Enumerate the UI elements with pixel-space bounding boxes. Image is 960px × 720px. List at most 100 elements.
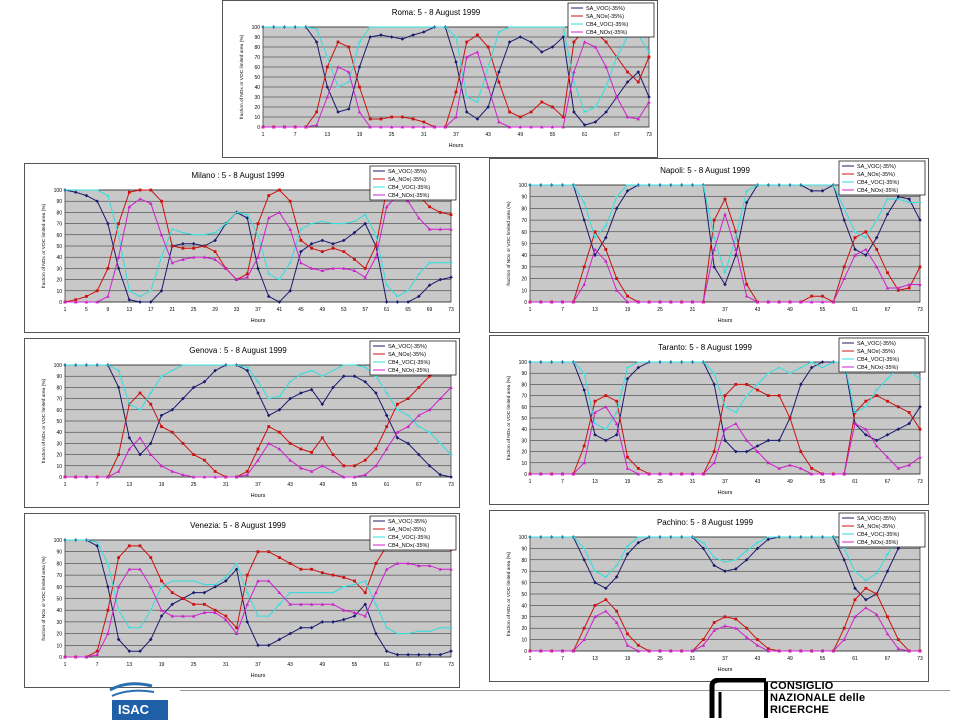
data-point — [379, 125, 383, 129]
chart-title: Taranto: 5 - 8 August 1999 — [658, 343, 752, 352]
data-point — [224, 617, 228, 621]
x-tick-label: 19 — [159, 482, 165, 488]
data-point — [374, 590, 378, 595]
data-point — [271, 125, 276, 129]
data-point — [256, 447, 260, 451]
x-tick-label: 1 — [64, 307, 67, 313]
data-point — [299, 261, 303, 265]
y-tick-label: 40 — [254, 85, 260, 91]
x-tick-label: 49 — [787, 307, 793, 313]
data-point — [432, 125, 437, 129]
data-point — [626, 294, 629, 298]
data-point — [400, 37, 405, 41]
y-tick-label: 90 — [56, 374, 62, 380]
data-point — [701, 643, 706, 647]
x-tick-label: 61 — [852, 479, 858, 485]
data-point — [896, 427, 901, 431]
data-point — [744, 200, 749, 205]
y-tick-label: 0 — [59, 475, 62, 481]
data-point — [148, 300, 153, 304]
data-point — [85, 295, 88, 298]
data-point — [116, 266, 121, 271]
data-point — [202, 244, 206, 248]
chart-title: Napoli: 5 - 8 August 1999 — [660, 166, 750, 175]
legend-box — [838, 160, 926, 196]
y-tick-label: 60 — [56, 233, 62, 239]
data-point — [374, 464, 378, 468]
data-point — [582, 461, 586, 465]
y-tick-label: 10 — [521, 638, 527, 644]
data-point — [449, 649, 453, 653]
y-tick-label: 0 — [524, 300, 527, 306]
data-point — [636, 300, 641, 304]
data-point — [181, 472, 185, 477]
data-point — [572, 110, 576, 114]
data-point — [723, 624, 727, 628]
data-point — [138, 436, 142, 440]
x-tick-label: 9 — [106, 307, 109, 313]
data-point — [788, 416, 792, 420]
data-point — [539, 649, 543, 653]
x-tick-label: 67 — [885, 479, 891, 485]
data-point — [766, 537, 771, 542]
data-point — [127, 447, 132, 451]
data-point — [842, 276, 846, 280]
data-point — [454, 90, 458, 94]
data-point — [636, 117, 641, 121]
data-point — [73, 300, 78, 304]
data-point — [529, 125, 533, 129]
x-tick-label: 7 — [96, 662, 99, 668]
y-tick-label: 100 — [54, 538, 63, 544]
chart-panel-genova: 0 10 20 30 40 50 60 70 80 90 100 1 7 13 19 25 31 37 43 49 55… — [24, 338, 460, 508]
data-point — [256, 579, 260, 583]
x-tick-label: 31 — [690, 307, 696, 313]
chart-panel-roma: 0 10 20 30 40 50 60 70 80 90 100 1 7 13 19 25 31 37 43 49 55… — [222, 0, 658, 158]
data-point — [604, 609, 608, 613]
data-point — [256, 222, 260, 225]
legend-label: SA_NOx(-35%) — [857, 172, 895, 178]
data-point — [395, 430, 400, 434]
data-point — [293, 125, 297, 129]
data-point — [106, 267, 110, 270]
data-point — [159, 233, 164, 237]
data-point — [395, 561, 400, 565]
data-point — [539, 125, 544, 129]
data-point — [63, 300, 67, 304]
cnr-line-3: RICERCHE — [770, 704, 830, 716]
data-point — [277, 210, 282, 214]
data-point — [723, 394, 727, 397]
data-point — [820, 300, 825, 304]
data-point — [261, 125, 265, 129]
data-point — [266, 441, 271, 445]
data-point — [202, 475, 207, 479]
x-tick-label: 31 — [421, 132, 427, 138]
chart-panel-taranto: 0 10 20 30 40 50 60 70 80 90 100 1 7 13 19 25 31 37 43 49 55… — [489, 335, 929, 505]
data-point — [464, 110, 469, 114]
x-tick-label: 19 — [625, 479, 631, 485]
data-point — [593, 399, 597, 403]
data-point — [266, 579, 271, 583]
data-point — [277, 590, 282, 595]
data-point — [443, 125, 448, 129]
data-point — [540, 100, 544, 104]
data-point — [615, 95, 619, 99]
chart-panel-venezia: 0 10 20 30 40 50 60 70 80 90 100 1 7 13 19 25 31 37 43 49 55… — [24, 513, 460, 688]
y-tick-label: 60 — [521, 581, 527, 587]
data-point — [277, 408, 282, 412]
x-tick-label: 43 — [755, 479, 761, 485]
data-point — [701, 546, 706, 551]
data-point — [224, 614, 228, 618]
data-point — [712, 265, 716, 269]
data-point — [320, 250, 324, 253]
data-point — [438, 211, 442, 214]
legend-label: SA_VOC(-35%) — [388, 519, 427, 525]
data-point — [766, 647, 770, 651]
data-point — [256, 266, 260, 271]
data-point — [864, 247, 868, 251]
data-point — [896, 638, 900, 641]
data-point — [325, 95, 330, 99]
data-point — [320, 620, 325, 624]
data-point — [266, 216, 271, 220]
legend-label: CB4_NOx(-35%) — [857, 188, 898, 194]
data-point — [896, 288, 900, 292]
